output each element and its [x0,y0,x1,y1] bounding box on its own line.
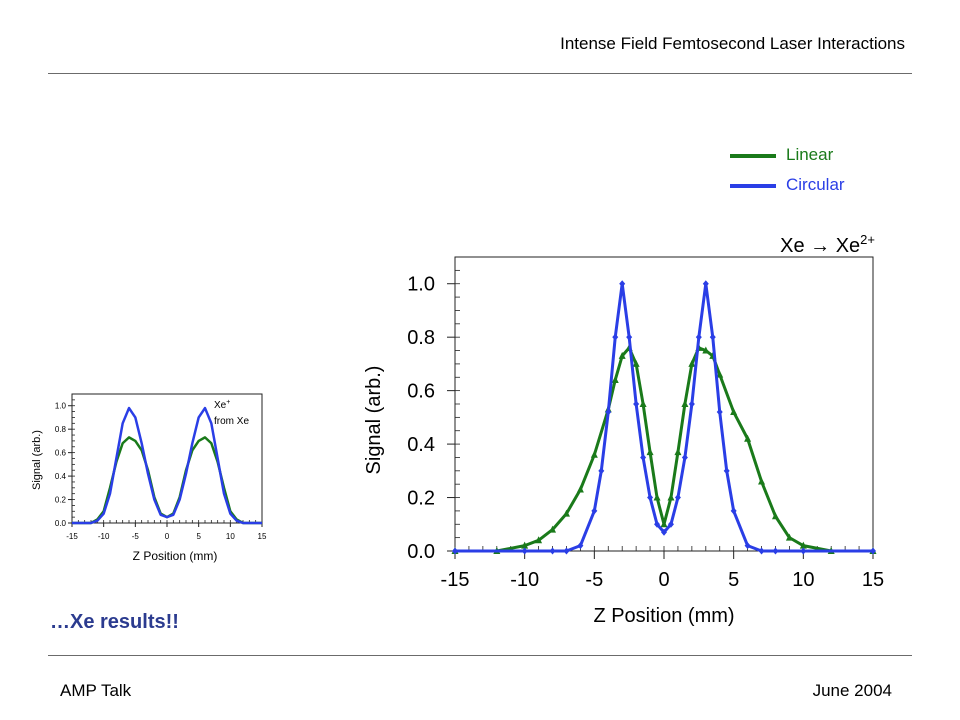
main-point-circular [591,507,598,515]
main-series-line-circular [455,282,873,553]
results-caption: …Xe results!! [50,611,179,633]
main-point-linear [653,493,661,501]
main-point-linear [521,541,529,549]
main-point-circular [695,333,702,341]
main-x-tick-label: -5 [585,569,603,591]
main-point-circular [723,467,730,475]
main-point-circular [598,467,605,475]
main-point-circular [772,547,779,555]
slide-header-title: Intense Field Femtosecond Laser Interact… [560,34,905,53]
main-point-circular [619,280,626,288]
main-point-circular [521,547,528,555]
main-point-linear [660,520,668,528]
main-point-linear [799,541,807,549]
footer-rule [48,655,912,656]
main-point-circular [612,333,619,341]
main-point-circular [870,547,876,555]
main-x-tick-label: 5 [728,569,739,591]
main-point-circular [640,453,647,461]
main-y-tick-label: 0.4 [407,434,435,456]
main-point-circular [549,547,556,555]
legend-label-circular: Circular [786,175,845,194]
main-point-circular [452,547,458,555]
main-point-circular [702,280,709,288]
main-point-circular [709,333,716,341]
main-point-linear [744,434,752,442]
legend-swatch-linear [730,154,776,158]
main-point-linear [611,375,619,383]
main-chart-title: Xe → Xe2+ [780,232,875,257]
main-point-linear [702,346,710,354]
main-x-tick-label: 0 [658,569,669,591]
main-x-axis-label: Z Position (mm) [593,605,734,627]
main-point-circular [633,400,640,408]
main-point-linear [730,408,738,416]
main-y-tick-label: 0.2 [407,488,435,510]
main-point-linear [618,351,626,359]
main-point-linear [632,359,640,367]
main-y-tick-label: 1.0 [407,274,435,296]
legend-swatch-circular [730,184,776,188]
main-point-linear [535,536,543,544]
main-y-tick-label: 0.0 [407,541,435,563]
main-point-linear [681,400,689,407]
main-point-circular [688,400,695,408]
main-point-linear [674,448,682,456]
main-point-circular [605,408,612,416]
main-point-circular [730,507,737,515]
main-point-linear [549,525,557,533]
main-plot-frame [454,256,874,552]
main-point-circular [577,542,584,550]
main-point-linear [590,450,598,458]
main-point-circular [681,453,688,461]
main-point-circular [626,333,633,341]
main-point-linear [688,359,696,367]
main-point-circular [647,494,654,502]
main-x-tick-label: 10 [792,569,814,591]
main-point-linear [716,370,724,378]
main-point-linear [758,477,766,485]
main-point-circular [674,494,681,502]
main-point-linear [771,512,779,520]
footer-date: June 2004 [812,681,892,700]
main-point-circular [744,542,751,550]
main-point-circular [654,520,661,528]
main-point-linear [562,509,570,517]
main-point-linear [576,485,584,493]
legend-label-linear: Linear [786,145,834,164]
footer-left-text: AMP Talk [60,681,132,700]
main-x-tick-label: 15 [862,569,884,591]
main-y-tick-label: 0.8 [407,327,435,349]
header-rule [48,73,912,74]
main-x-tick-label: -10 [510,569,539,591]
main-point-linear [646,448,654,456]
main-point-circular [800,547,807,555]
main-point-linear [785,533,793,541]
main-point-linear [639,400,647,407]
main-point-circular [667,520,674,528]
main-point-linear [667,493,675,501]
main-point-circular [563,547,570,555]
main-y-axis-label: Signal (arb.) [363,366,385,475]
main-y-tick-label: 0.6 [407,381,435,403]
main-point-circular [758,547,765,555]
main-point-circular [661,528,667,536]
main-point-circular [716,408,723,416]
main-x-tick-label: -15 [441,569,470,591]
